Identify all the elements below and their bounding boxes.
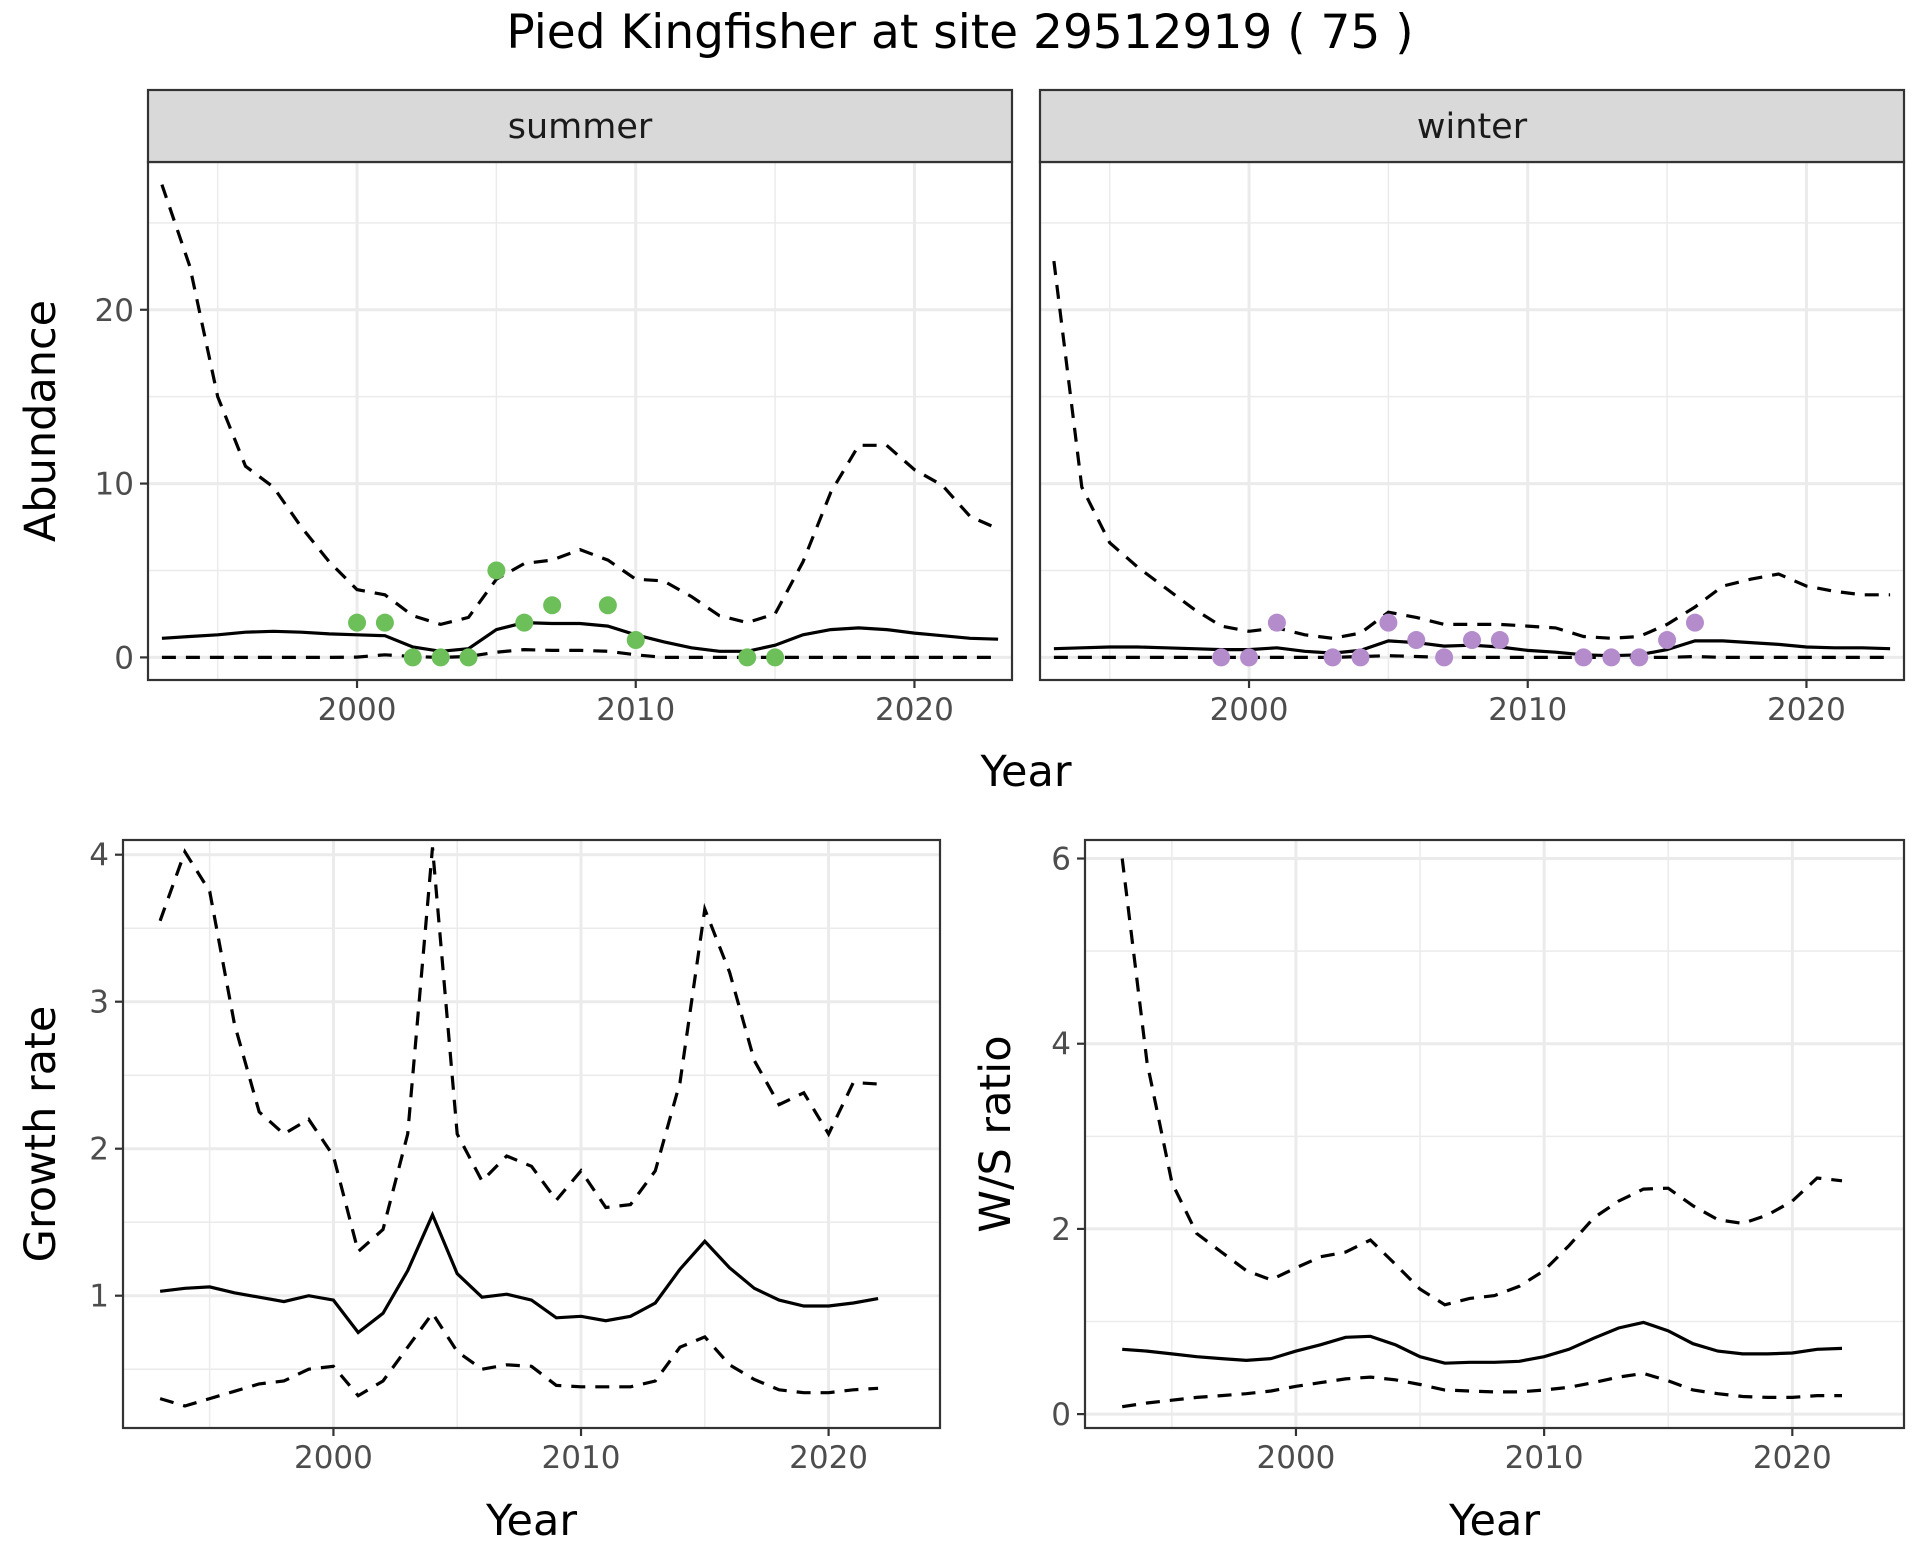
growth-y-axis-title: Growth rate [16, 1006, 66, 1263]
ws-ratio-series-0-solid [1122, 1320, 1843, 1365]
abundance-summer-observed-point [403, 648, 422, 667]
abundance-summer-x-tick-label: 2020 [875, 692, 954, 728]
abundance-summer-observed-point [487, 561, 506, 580]
abundance-summer-y-tick-label: 0 [114, 640, 134, 676]
abundance-summer-observed-point [738, 648, 757, 667]
ws-ratio-x-tick-label: 2000 [1257, 1440, 1336, 1476]
abundance-summer-observed-point [459, 648, 478, 667]
abundance-winter-observed-point [1267, 613, 1286, 632]
abundance-winter-observed-point [1407, 631, 1426, 650]
abundance-winter-observed-point [1351, 648, 1370, 667]
growth-y-tick-label: 3 [89, 985, 109, 1021]
ws-ratio-x-axis-title: Year [1448, 1496, 1540, 1546]
abundance-winter-panel: 2000 2010 2020 winter [1038, 88, 1906, 728]
ws-ratio-series-1-dashed [1120, 858, 1843, 1307]
ws-ratio-series-2-dashed [1121, 1371, 1842, 1409]
growth-x-axis-title: Year [485, 1496, 577, 1546]
growth-series-0-solid [159, 1210, 879, 1335]
ws-ratio-panel: 2000 2010 2020 0 2 4 6 [1051, 838, 1906, 1476]
abundance-winter-panel-border [1038, 160, 1906, 682]
abundance-summer-x-tick-label: 2010 [596, 692, 675, 728]
abundance-winter-observed-point [1240, 648, 1259, 667]
abundance-summer-observed-point [431, 648, 450, 667]
growth-panel: 2000 2010 2020 1 2 3 4 [89, 838, 942, 1476]
abundance-summer-observed-point [626, 631, 645, 650]
abundance-winter-observed-point [1323, 648, 1342, 667]
abundance-winter-observed-point [1490, 631, 1509, 650]
abundance-winter-observed-point [1435, 648, 1454, 667]
growth-x-tick-label: 2000 [294, 1440, 373, 1476]
growth-x-tick-label: 2010 [542, 1440, 621, 1476]
abundance-winter-observed-point [1630, 648, 1649, 667]
abundance-x-axis-title: Year [979, 747, 1071, 797]
abundance-summer-series-0-solid [161, 620, 999, 653]
abundance-summer-panel: 2000 2010 2020 0 10 20 summer [95, 88, 1014, 728]
ws-ratio-y-tick-label: 2 [1051, 1212, 1071, 1248]
growth-series-1-dashed [158, 847, 879, 1255]
ws-ratio-x-tick-label: 2010 [1505, 1440, 1584, 1476]
abundance-winter-x-tick-label: 2020 [1767, 692, 1846, 728]
abundance-winter-observed-point [1379, 613, 1398, 632]
abundance-summer-observed-point [375, 613, 394, 632]
abundance-winter-observed-point [1685, 613, 1704, 632]
abundance-winter-observed-point [1463, 631, 1481, 650]
ws-ratio-y-tick-label: 6 [1051, 842, 1071, 878]
abundance-summer-strip [146, 88, 1014, 164]
ws-ratio-y-tick-label: 0 [1051, 1397, 1071, 1433]
abundance-summer-y-tick-label: 10 [95, 467, 134, 503]
abundance-summer-observed-point [543, 596, 562, 615]
growth-panel-border [121, 838, 942, 1430]
growth-series-2-dashed [159, 1310, 879, 1408]
abundance-winter-observed-point [1574, 648, 1593, 667]
ws-ratio-y-tick-label: 4 [1051, 1027, 1071, 1063]
abundance-summer-observed-point [598, 596, 617, 615]
abundance-summer-y-tick-label: 20 [95, 293, 134, 329]
abundance-winter-x-tick-label: 2010 [1488, 692, 1567, 728]
abundance-winter-x-tick-label: 2000 [1210, 692, 1289, 728]
abundance-winter-observed-point [1212, 648, 1231, 667]
abundance-winter-strip-label: winter [1417, 107, 1528, 147]
abundance-winter-observed-point [1602, 648, 1621, 667]
abundance-winter-observed-point [1658, 631, 1677, 650]
abundance-summer-observed-point [515, 613, 534, 632]
growth-y-tick-label: 1 [89, 1279, 109, 1315]
abundance-summer-series-1-dashed [160, 184, 999, 627]
figure-title: Pied Kingfisher at site 29512919 ( 75 ) [506, 5, 1413, 60]
abundance-summer-observed-point [766, 648, 785, 667]
growth-y-tick-label: 2 [89, 1132, 109, 1168]
ws-ratio-panel-border [1083, 838, 1906, 1430]
abundance-summer-series-2-dashed [161, 647, 999, 660]
abundance-summer-panel-border [146, 160, 1014, 682]
abundance-summer-x-tick-label: 2000 [318, 692, 397, 728]
abundance-winter-series-1-dashed [1052, 260, 1891, 640]
abundance-summer-strip-label: summer [508, 107, 653, 147]
ws-ratio-y-axis-title: W/S ratio [971, 1035, 1021, 1232]
growth-x-tick-label: 2020 [789, 1440, 868, 1476]
ws-ratio-x-tick-label: 2020 [1753, 1440, 1832, 1476]
abundance-y-axis-title: Abundance [16, 300, 66, 542]
abundance-summer-observed-point [348, 613, 367, 632]
abundance-winter-series-2-dashed [1053, 654, 1891, 659]
growth-y-tick-label: 4 [89, 838, 109, 874]
abundance-winter-strip [1038, 88, 1906, 164]
